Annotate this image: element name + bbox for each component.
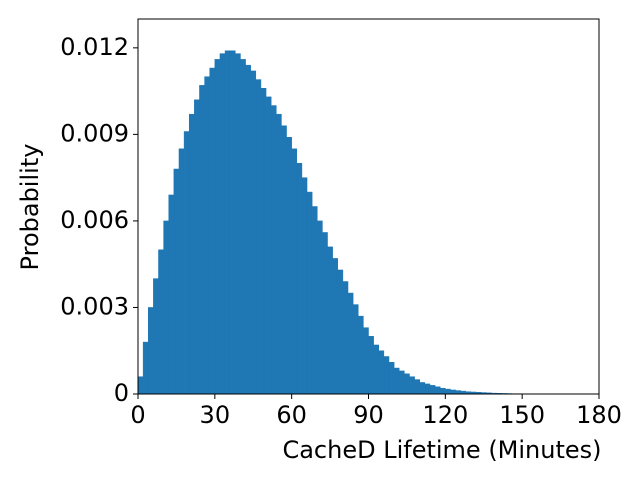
- bar: [347, 292, 354, 395]
- bar: [137, 376, 144, 395]
- bar: [373, 344, 379, 395]
- bar: [153, 278, 159, 395]
- bar: [388, 362, 395, 395]
- bar: [270, 105, 277, 395]
- bar: [358, 315, 364, 395]
- bar: [276, 113, 282, 395]
- bar: [398, 370, 405, 395]
- bar: [240, 59, 246, 395]
- bar: [332, 258, 339, 395]
- bar: [229, 50, 236, 395]
- x-tick-label: 150: [499, 401, 545, 429]
- bar: [337, 269, 344, 395]
- bar: [404, 373, 410, 395]
- bar: [188, 113, 195, 395]
- bar: [250, 70, 257, 395]
- bar: [204, 76, 210, 395]
- bar: [322, 232, 328, 395]
- bar: [439, 387, 446, 395]
- x-tick-label: 0: [130, 401, 145, 429]
- bar: [409, 376, 415, 395]
- bar: [255, 79, 262, 395]
- bar: [301, 177, 308, 395]
- bar: [419, 382, 426, 395]
- bar: [352, 304, 359, 395]
- bar: [265, 96, 272, 395]
- bar: [378, 350, 385, 395]
- bar: [235, 53, 241, 395]
- bar: [178, 148, 185, 395]
- bar: [209, 67, 216, 395]
- bar: [445, 388, 451, 395]
- bar: [291, 148, 298, 395]
- bar: [281, 125, 287, 395]
- bar: [219, 53, 226, 395]
- x-tick-label: 60: [276, 401, 307, 429]
- bar: [317, 220, 323, 395]
- bar: [434, 386, 441, 395]
- bar: [214, 59, 221, 395]
- bar: [158, 249, 164, 395]
- bar: [168, 194, 175, 395]
- y-tick-label: 0.006: [60, 206, 129, 234]
- bar: [393, 367, 400, 395]
- bar: [414, 379, 420, 395]
- bar: [342, 281, 349, 395]
- bar: [163, 220, 169, 395]
- y-tick-label: 0.003: [60, 292, 129, 320]
- bar: [147, 307, 154, 395]
- y-tick-label: 0.009: [60, 119, 129, 147]
- x-tick-label: 180: [576, 401, 622, 429]
- bar: [455, 390, 461, 395]
- bar: [450, 389, 456, 395]
- bar: [424, 383, 431, 395]
- x-tick-label: 120: [422, 401, 468, 429]
- bar: [368, 336, 374, 395]
- bar: [383, 356, 390, 395]
- bar: [224, 50, 231, 395]
- y-tick-label: 0.012: [60, 33, 129, 61]
- bar: [183, 131, 190, 395]
- x-axis-label: CacheD Lifetime (Minutes): [282, 436, 601, 464]
- bar: [311, 206, 318, 395]
- bar: [306, 191, 313, 395]
- bar: [194, 99, 200, 395]
- y-axis-label: Probability: [16, 144, 44, 271]
- bar: [142, 341, 149, 395]
- y-tick-label: 0: [114, 379, 129, 407]
- x-tick-label: 90: [353, 401, 384, 429]
- bar: [245, 64, 251, 395]
- bar: [199, 85, 205, 395]
- bar: [327, 246, 333, 395]
- x-tick-label: 30: [200, 401, 231, 429]
- bar: [429, 385, 436, 395]
- bar: [286, 137, 292, 395]
- bar: [260, 87, 267, 395]
- bar: [173, 168, 180, 395]
- bar: [296, 162, 303, 395]
- bar: [363, 327, 369, 395]
